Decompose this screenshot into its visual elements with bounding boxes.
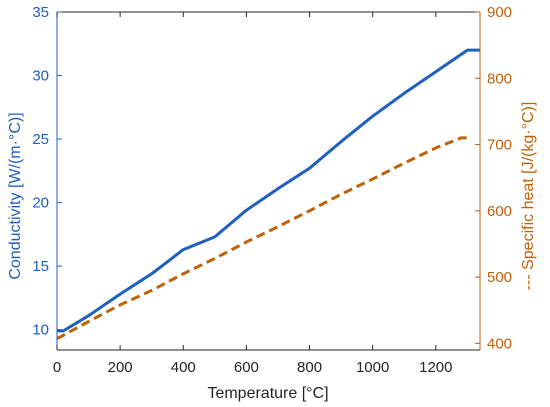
x-tick-label: 600 — [234, 359, 259, 376]
conductivity-series-line — [57, 48, 480, 333]
y-right-axis-title: --- Specific heat [J/(kg·°C)] — [520, 102, 537, 291]
y-left-tick-label: 25 — [32, 131, 49, 148]
y-right-tick-label: 600 — [487, 203, 512, 220]
x-tick-label: 400 — [171, 359, 196, 376]
plot-area — [56, 48, 480, 341]
y-left-tick-label: 15 — [32, 258, 49, 275]
x-tick-label: 200 — [108, 359, 133, 376]
y-left-tick-label: 10 — [32, 322, 49, 339]
y-right-tick-label: 500 — [487, 269, 512, 286]
y-right-tick-label: 400 — [487, 335, 512, 352]
x-tick-label: 0 — [53, 359, 61, 376]
y-right-tick-label: 800 — [487, 70, 512, 87]
x-tick-label: 1200 — [419, 359, 452, 376]
y-left-tick-label: 35 — [32, 4, 49, 21]
x-tick-label: 800 — [297, 359, 322, 376]
y-left-tick-label: 30 — [32, 68, 49, 85]
y-right-tick-label: 900 — [487, 4, 512, 21]
y-left-axis-title: Conductivity [W/(m·°C)] — [7, 112, 24, 279]
y-left-tick-label: 20 — [32, 195, 49, 212]
specific-heat-series-line — [56, 136, 471, 341]
x-axis-title: Temperature [°C] — [207, 385, 328, 402]
y-right-tick-label: 700 — [487, 137, 512, 154]
axes: 0 200 400 600 800 1000 1200 10 15 20 25 30 35 400 500 6… — [32, 4, 512, 376]
x-tick-label: 1000 — [356, 359, 389, 376]
